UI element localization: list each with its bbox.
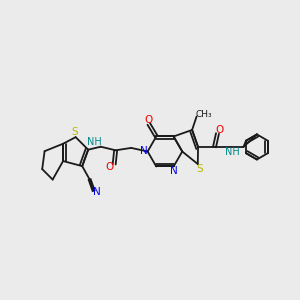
Text: O: O xyxy=(215,125,224,135)
Text: O: O xyxy=(106,162,114,172)
Text: CH₃: CH₃ xyxy=(195,110,212,119)
Text: NH: NH xyxy=(87,137,101,147)
Text: N: N xyxy=(93,187,101,197)
Text: S: S xyxy=(71,127,78,137)
Text: NH: NH xyxy=(225,147,239,157)
Text: N: N xyxy=(170,166,178,176)
Text: N: N xyxy=(140,146,148,157)
Text: S: S xyxy=(196,164,203,173)
Text: O: O xyxy=(145,115,153,125)
